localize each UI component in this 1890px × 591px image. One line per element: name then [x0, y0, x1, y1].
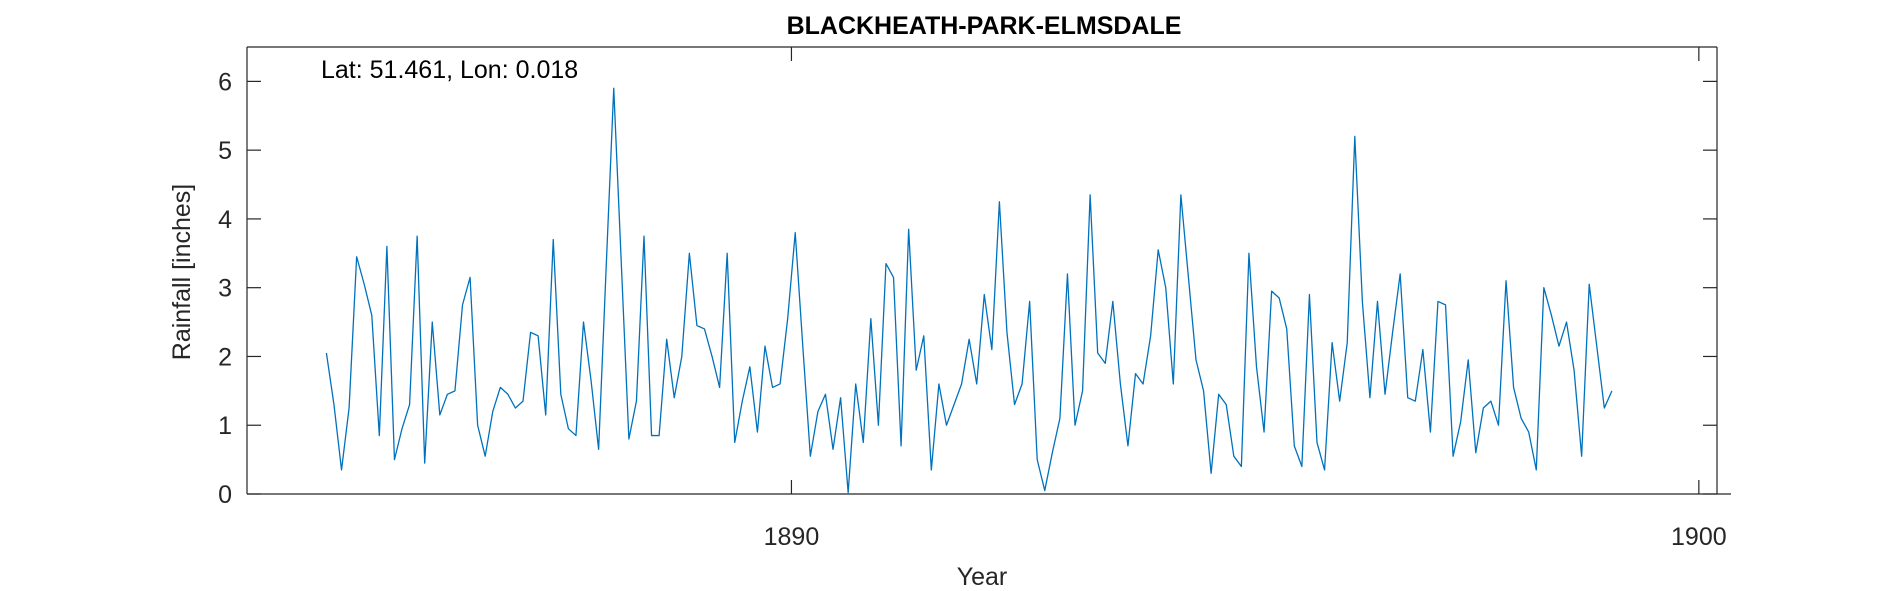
y-tick-label: 0 [218, 481, 232, 509]
x-axis-ticks: 1890 1900 [764, 47, 1727, 551]
y-tick-label: 2 [218, 343, 232, 371]
y-axis-label: Rainfall [inches] [168, 184, 196, 360]
rainfall-series-line [325, 87, 1613, 494]
y-axis-ticks: 0 1 2 3 4 5 6 [218, 68, 1717, 509]
plot-frame [246, 46, 1731, 495]
y-tick-label: 1 [218, 412, 232, 440]
y-tick-label: 5 [218, 137, 232, 165]
y-tick-label: 4 [218, 206, 232, 234]
location-annotation: Lat: 51.461, Lon: 0.018 [321, 56, 578, 84]
y-tick-label: 6 [218, 68, 232, 96]
x-tick-label: 1900 [1671, 523, 1727, 551]
y-tick-label: 3 [218, 275, 232, 303]
x-tick-label: 1890 [764, 523, 820, 551]
x-axis-label: Year [957, 563, 1008, 591]
chart-title: BLACKHEATH-PARK-ELMSDALE [787, 12, 1182, 40]
